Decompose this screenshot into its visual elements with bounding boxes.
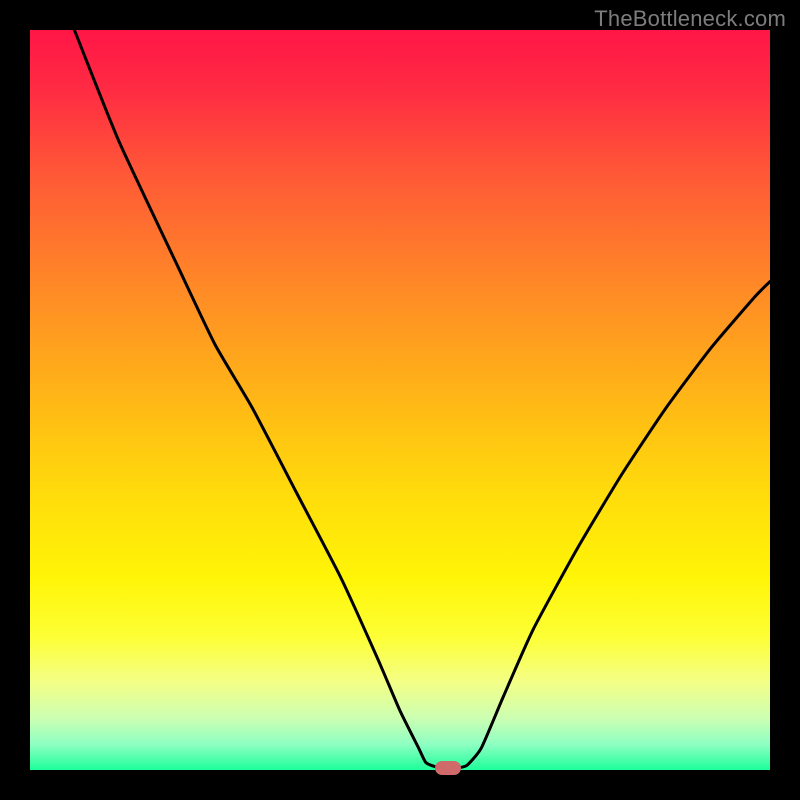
plot-background bbox=[30, 30, 770, 770]
watermark-text: TheBottleneck.com bbox=[594, 6, 786, 32]
optimal-point-marker bbox=[435, 761, 461, 775]
